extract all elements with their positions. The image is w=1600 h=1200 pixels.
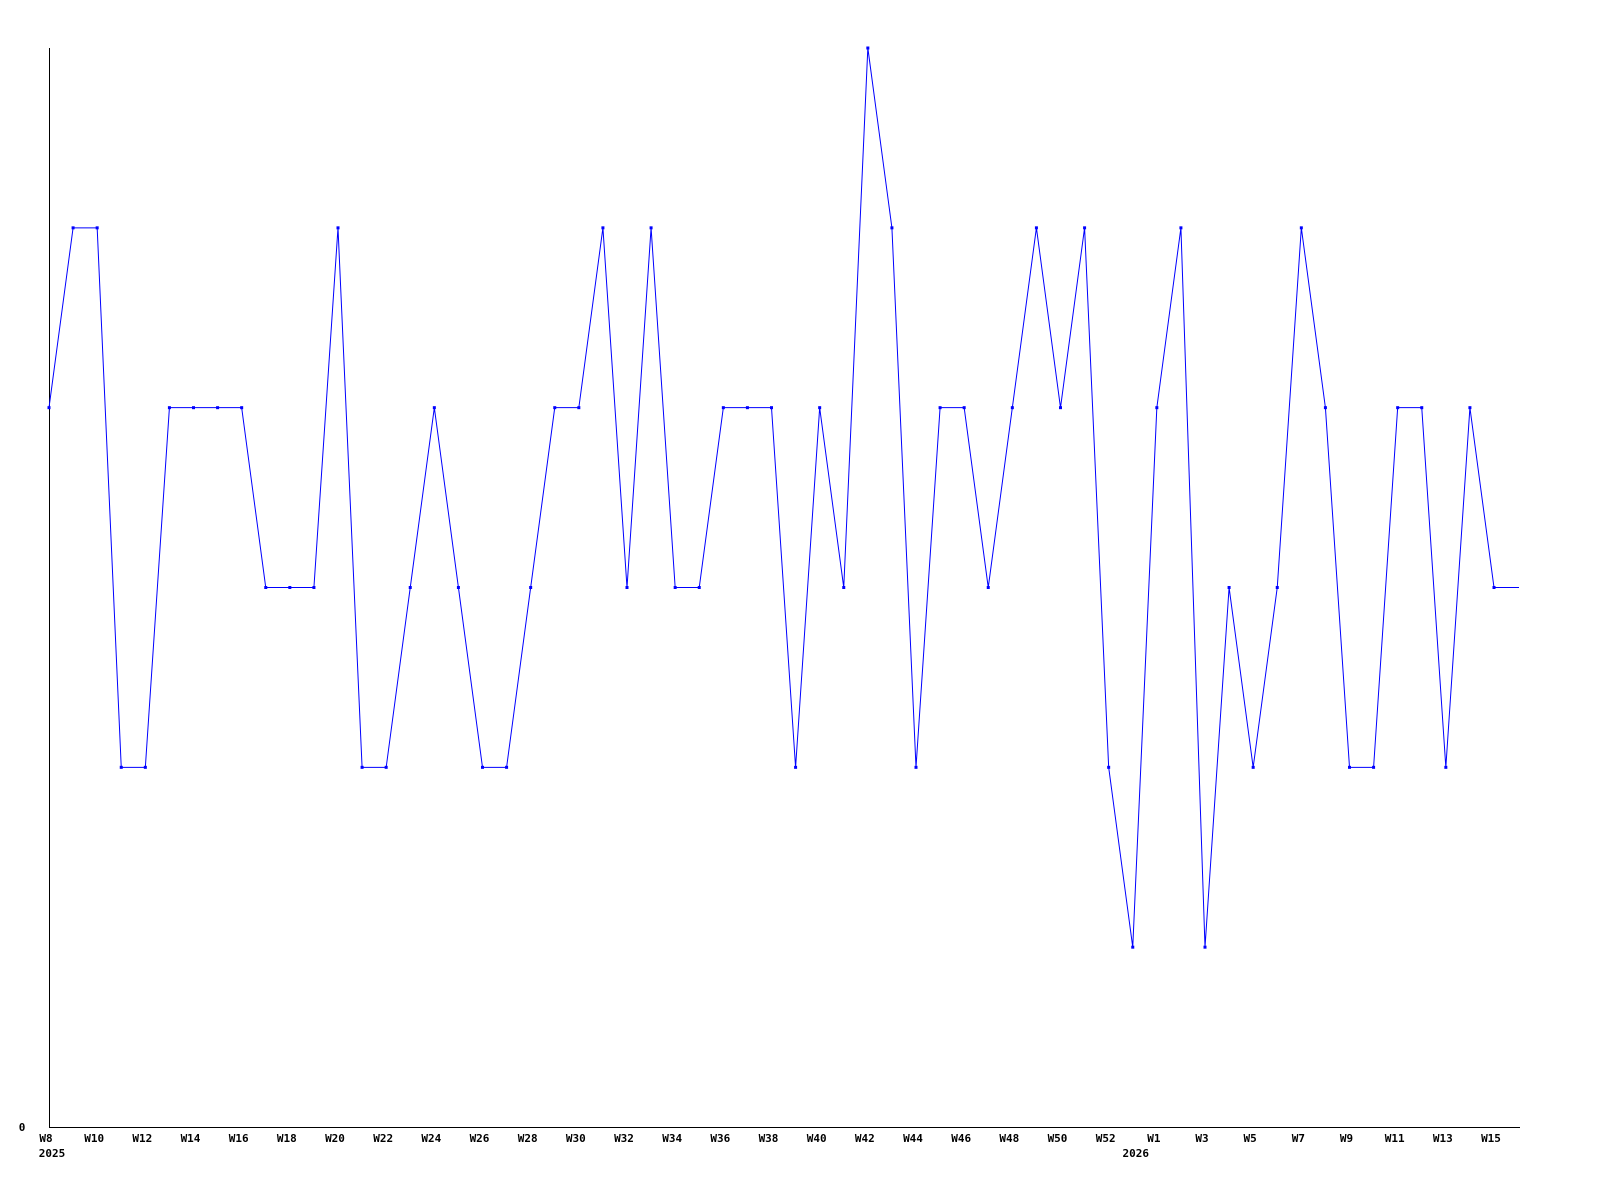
data-point [938, 406, 942, 410]
data-point [553, 406, 557, 410]
x-tick-label: W12 [132, 1132, 152, 1145]
data-point [167, 406, 171, 410]
data-point [432, 406, 436, 410]
x-tick-label: W18 [277, 1132, 297, 1145]
data-point [1492, 586, 1496, 589]
x-tick-label: W14 [181, 1132, 201, 1145]
x-tick-label: W36 [710, 1132, 730, 1145]
data-point [240, 406, 244, 410]
data-point [529, 586, 533, 589]
data-point [1034, 226, 1038, 230]
data-point [914, 765, 918, 769]
x-tick-label: W1 [1147, 1132, 1161, 1145]
x-tick-label: W38 [759, 1132, 779, 1145]
data-point [1155, 406, 1159, 410]
data-point [842, 586, 846, 589]
data-point [818, 406, 822, 410]
series-line-group [47, 46, 1519, 949]
data-point [794, 765, 798, 769]
data-point [1420, 406, 1424, 410]
data-point [673, 586, 677, 589]
x-tick-labels: W8 2025 W10 W12 W14 W16 W18 W20 W22 W24 W26 W28 W30 W… [39, 1132, 1501, 1160]
data-point [264, 586, 268, 589]
x-tick-label: W22 [373, 1132, 393, 1145]
x-tick-label: W34 [662, 1132, 682, 1145]
data-point [697, 586, 701, 589]
data-point [481, 765, 484, 769]
data-point [649, 226, 653, 230]
data-point [866, 46, 870, 50]
x-tick-label: W50 [1048, 1132, 1068, 1145]
data-point [601, 226, 605, 230]
data-point [143, 765, 147, 769]
data-point [1059, 406, 1062, 410]
x-tick-label: W11 [1385, 1132, 1405, 1145]
x-tick-label: W16 [229, 1132, 249, 1145]
x-tick-label: W24 [421, 1132, 441, 1145]
data-point [721, 406, 725, 410]
x-tick-label: W42 [855, 1132, 875, 1145]
data-point [216, 406, 220, 410]
x-tick-label: W28 [518, 1132, 538, 1145]
x-tick-label: W8 [39, 1132, 52, 1145]
data-point [770, 406, 773, 410]
data-point [47, 406, 51, 410]
data-point [456, 586, 460, 589]
data-point [577, 406, 581, 410]
data-point [1323, 406, 1327, 410]
x-tick-label: W30 [566, 1132, 586, 1145]
x-tick-label: W13 [1433, 1132, 1453, 1145]
data-point [192, 406, 195, 410]
x-tick-label: W44 [903, 1132, 923, 1145]
data-point [745, 406, 749, 410]
x-tick-label: W7 [1292, 1132, 1305, 1145]
x-tick-label: W5 [1244, 1132, 1257, 1145]
data-point [625, 586, 629, 589]
data-point [505, 765, 509, 769]
data-point [1107, 765, 1111, 769]
data-point [95, 226, 99, 230]
x-tick-label: W10 [84, 1132, 104, 1145]
x-year-label: 2026 [1123, 1147, 1150, 1160]
data-point [384, 765, 388, 769]
data-point [312, 586, 316, 589]
x-year-label: 2025 [39, 1147, 66, 1160]
x-tick-label: W26 [470, 1132, 490, 1145]
data-point [408, 586, 412, 589]
data-point [1275, 586, 1279, 589]
x-tick-label: W46 [951, 1132, 971, 1145]
data-point [1179, 226, 1183, 230]
data-point [1131, 945, 1135, 949]
x-tick-label: W9 [1340, 1132, 1353, 1145]
data-point [1203, 945, 1207, 949]
data-point [1396, 406, 1400, 410]
data-point [1299, 226, 1303, 230]
data-point [1083, 226, 1087, 230]
x-tick-label: W52 [1096, 1132, 1116, 1145]
x-tick-label: W40 [807, 1132, 827, 1145]
data-point [890, 226, 894, 230]
data-point [1010, 406, 1014, 410]
data-point [119, 765, 123, 769]
data-point [1227, 586, 1231, 589]
x-tick-label: W20 [325, 1132, 345, 1145]
series-line [48, 47, 1519, 948]
data-point [1468, 406, 1472, 410]
data-point [1372, 765, 1376, 769]
data-point [1444, 765, 1448, 769]
data-point [288, 586, 292, 589]
data-point [962, 406, 966, 410]
data-point [71, 226, 75, 230]
data-point [360, 765, 364, 769]
data-point [986, 586, 990, 589]
data-point [1348, 765, 1351, 769]
x-tick-label: W32 [614, 1132, 634, 1145]
y-tick-label: 0 [19, 1121, 26, 1134]
data-point [1251, 765, 1255, 769]
data-point [336, 226, 340, 230]
x-tick-label: W48 [999, 1132, 1019, 1145]
x-tick-label: W3 [1195, 1132, 1208, 1145]
x-tick-label: W15 [1481, 1132, 1501, 1145]
